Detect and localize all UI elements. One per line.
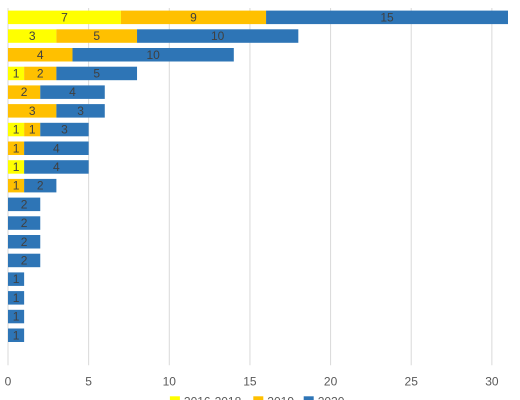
x-tick-label: 0 <box>5 374 12 388</box>
gridlines <box>7 8 493 366</box>
data-label: 1 <box>13 272 20 286</box>
bar-segment <box>56 66 138 81</box>
x-tick-label: 5 <box>85 374 92 388</box>
bar-segment <box>24 122 41 137</box>
bar-segment <box>8 29 57 43</box>
data-label: 1 <box>13 328 20 342</box>
bar-segment <box>72 48 234 62</box>
data-label: 1 <box>13 66 20 80</box>
x-axis: 0 5 10 15 20 25 30 <box>5 374 499 388</box>
bar-segment <box>8 48 73 62</box>
data-label: 2 <box>21 253 28 267</box>
bar-segment <box>24 66 57 81</box>
data-label: 1 <box>13 160 20 174</box>
data-label: 3 <box>29 29 36 43</box>
data-label: 4 <box>53 160 60 174</box>
data-label: 2 <box>37 66 44 80</box>
data-label: 1 <box>29 123 36 137</box>
data-label: 15 <box>380 10 394 24</box>
data-label: 4 <box>37 48 44 62</box>
data-label: 2 <box>21 216 28 230</box>
data-label: 10 <box>211 29 225 43</box>
bar-segment <box>266 10 508 25</box>
data-label: 3 <box>77 104 84 118</box>
data-label: 4 <box>53 141 60 155</box>
x-tick-label: 15 <box>243 374 257 388</box>
bar-segment <box>8 197 41 212</box>
data-label: 9 <box>190 10 197 24</box>
bar-segment <box>8 328 25 342</box>
bar-segment <box>137 29 299 43</box>
legend-swatch <box>253 396 264 400</box>
data-label: 1 <box>13 291 20 305</box>
data-label: 1 <box>13 123 20 137</box>
bar-segment <box>40 122 89 137</box>
data-label: 1 <box>13 141 20 155</box>
x-tick-label: 10 <box>163 374 177 388</box>
data-label: 3 <box>61 123 68 137</box>
legend-label: 2020 <box>318 394 345 400</box>
data-label: 1 <box>13 310 20 324</box>
bar-segment <box>120 10 267 25</box>
bar-segment <box>56 29 138 43</box>
bar-segment <box>24 178 57 193</box>
bar-segment <box>8 160 25 174</box>
bar-segment <box>24 160 89 174</box>
bar-segment <box>8 104 57 118</box>
bar-segment <box>8 10 121 25</box>
bar-segment <box>8 122 25 137</box>
data-label: 1 <box>13 179 20 193</box>
bar-segment <box>40 85 105 99</box>
legend-swatch <box>169 396 180 400</box>
x-tick-label: 25 <box>405 374 419 388</box>
data-label: 2 <box>21 197 28 211</box>
data-label: 2 <box>21 85 28 99</box>
bar-segment <box>8 235 41 249</box>
data-label: 2 <box>21 235 28 249</box>
data-label: 2 <box>37 179 44 193</box>
legend-label: 2019 <box>267 394 294 400</box>
data-label: 5 <box>93 29 100 43</box>
bar-segment <box>8 253 41 268</box>
bar-segment <box>8 309 25 324</box>
bar-segment <box>8 216 41 230</box>
bar-segment <box>8 272 25 286</box>
bar-segment <box>8 66 25 81</box>
bar-segment <box>8 291 25 305</box>
legend-swatch <box>303 396 314 400</box>
data-label: 7 <box>61 10 68 24</box>
data-label: 3 <box>29 104 36 118</box>
data-label: 4 <box>69 85 76 99</box>
bar-segment <box>56 104 105 118</box>
bar-segment <box>8 141 25 155</box>
bar-segment <box>24 141 89 155</box>
data-label: 5 <box>93 66 100 80</box>
legend: 2016-2018 2019 2020 <box>169 394 345 400</box>
bars <box>8 10 508 342</box>
data-label: 10 <box>146 48 160 62</box>
bar-segment <box>8 85 41 99</box>
x-tick-label: 20 <box>324 374 338 388</box>
legend-label: 2016-2018 <box>184 394 242 400</box>
bar-segment <box>8 178 25 193</box>
x-tick-label: 30 <box>485 374 499 388</box>
